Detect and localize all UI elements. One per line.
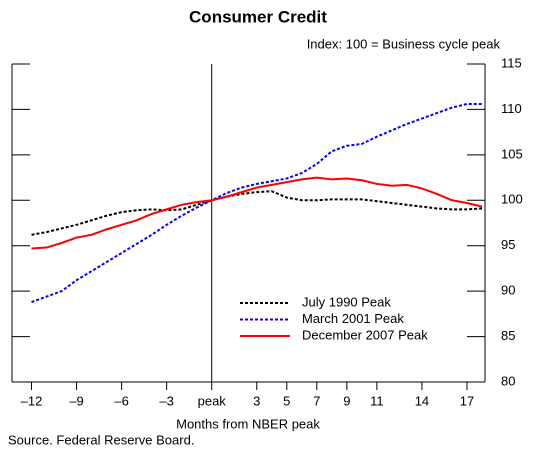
x-tick-label: 7 [313, 393, 320, 408]
x-axis-label: Months from NBER peak [176, 416, 320, 431]
y-tick-label: 85 [501, 328, 515, 343]
x-tick-label: peak [198, 393, 227, 408]
y-tick-label: 110 [501, 101, 522, 116]
x-tick-label: –3 [159, 393, 173, 408]
x-tick-label: 11 [370, 393, 384, 408]
source-note: Source. Federal Reserve Board. [8, 432, 194, 447]
x-tick-label: –12 [21, 393, 43, 408]
x-tick-label: 17 [460, 393, 474, 408]
y-tick-label: 90 [501, 283, 515, 298]
x-tick-label: 3 [253, 393, 260, 408]
y-tick-label: 95 [501, 237, 515, 252]
y-tick-label: 80 [501, 373, 515, 388]
y-tick-label: 105 [501, 146, 523, 161]
series-line [31, 176, 483, 250]
series-line [31, 102, 482, 303]
legend-label: December 2007 Peak [302, 327, 428, 342]
x-tick-label: 5 [283, 393, 290, 408]
chart-subtitle: Index: 100 = Business cycle peak [307, 36, 501, 51]
x-tick-label: –6 [114, 393, 128, 408]
x-tick-label: –9 [69, 393, 83, 408]
legend-label: July 1990 Peak [302, 294, 391, 309]
x-tick-label: 9 [343, 393, 350, 408]
y-tick-label: 115 [501, 55, 522, 70]
series-line [31, 190, 483, 236]
y-tick-label: 100 [501, 192, 523, 207]
legend-label: March 2001 Peak [302, 311, 404, 326]
chart-title: Consumer Credit [189, 7, 327, 26]
x-tick-label: 14 [415, 393, 429, 408]
